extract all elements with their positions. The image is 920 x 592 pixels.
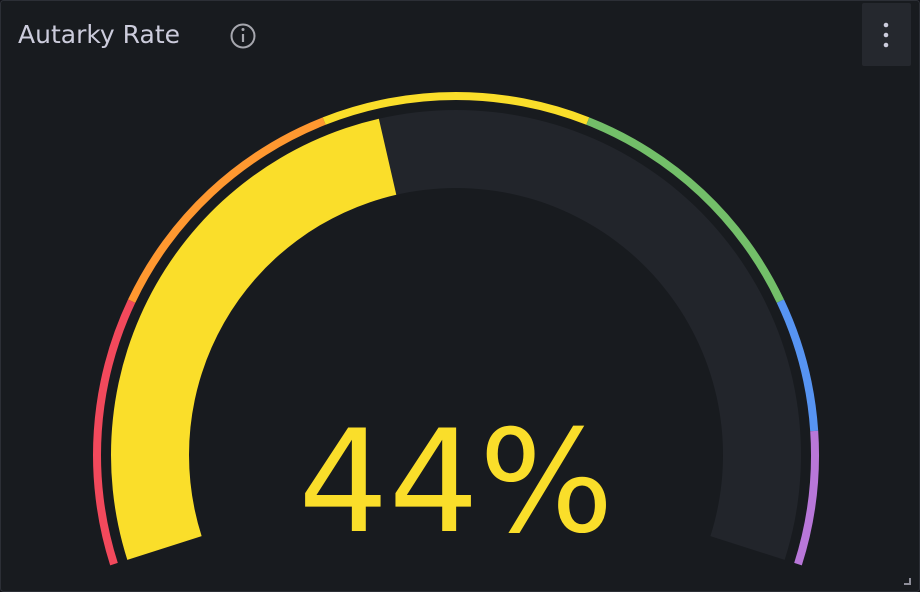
threshold-band [776,299,819,432]
threshold-band [794,430,819,566]
threshold-band [93,299,136,566]
info-circle [230,23,256,49]
menu-dot [883,32,889,38]
menu-dot [883,22,889,28]
gauge-value: 44% [298,400,614,565]
menu-button[interactable] [862,3,911,66]
info-icon[interactable] [230,23,256,49]
info-dot [241,28,245,31]
threshold-band [322,91,590,125]
panel-title: Autarky Rate [18,20,180,49]
menu-dot [883,42,889,48]
resize-handle[interactable] [904,578,911,585]
gauge [93,91,819,566]
gauge-value-arc [110,118,397,560]
